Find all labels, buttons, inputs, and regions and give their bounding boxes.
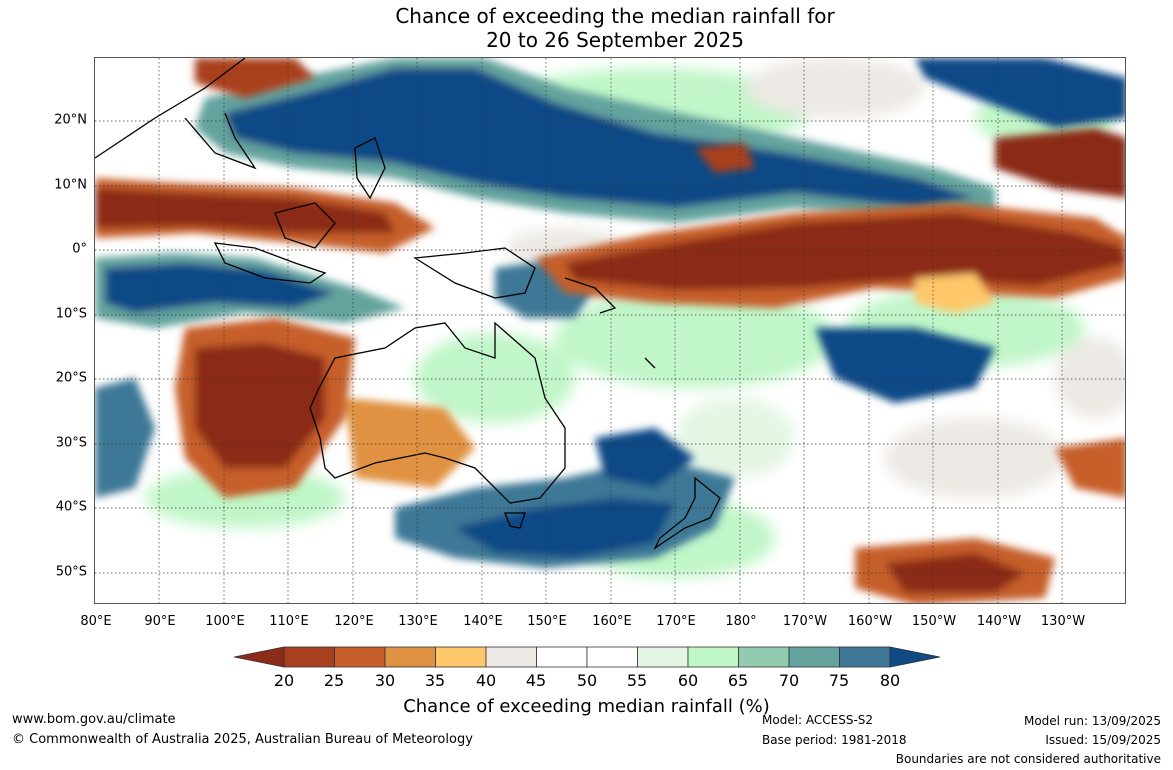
- colorbar-tick-45: 45: [525, 671, 547, 690]
- colorbar-tick-70: 70: [778, 671, 800, 690]
- colorbar-segment: [435, 646, 487, 668]
- lon-label-170e: 170°E: [656, 614, 696, 629]
- lon-label-120e: 120°E: [334, 614, 374, 629]
- colorbar-segment: [586, 646, 638, 668]
- lon-label-130e: 130°E: [398, 614, 438, 629]
- lon-label-170w: 170°W: [782, 614, 828, 629]
- new-guinea-coast: [413, 247, 536, 299]
- rainfall-map: [94, 57, 1126, 604]
- lat-label-20n: 20°N: [54, 112, 87, 128]
- lon-label-160w: 160°W: [847, 614, 893, 629]
- colorbar-segment: [384, 646, 436, 668]
- coastlines: [95, 58, 721, 550]
- colorbar-tick-60: 60: [677, 671, 699, 690]
- lat-label-10s: 10°S: [55, 306, 87, 322]
- colorbar-segment: [788, 646, 840, 668]
- lon-label-140e: 140°E: [463, 614, 503, 629]
- australia-coast: [309, 321, 566, 504]
- colorbar-tick-65: 65: [727, 671, 749, 690]
- colorbar-segment: [687, 646, 739, 668]
- issued-text: Issued: 15/09/2025: [1045, 733, 1161, 747]
- lon-label-160e: 160°E: [592, 614, 632, 629]
- dry-anomaly-layer: [95, 58, 1125, 603]
- lon-label-180: 180°: [725, 614, 757, 629]
- copyright-text: © Commonwealth of Australia 2025, Austra…: [12, 732, 473, 747]
- rainfall-map-svg: [95, 58, 1125, 603]
- asia-mainland-coast: [95, 58, 246, 159]
- indochina-coast: [184, 112, 257, 170]
- lon-label-150e: 150°E: [527, 614, 567, 629]
- lat-label-0: 0°: [72, 241, 87, 257]
- colorbar-tick-50: 50: [576, 671, 598, 690]
- colorbar-tick-35: 35: [424, 671, 446, 690]
- colorbar-segment: [283, 646, 335, 668]
- lat-label-50s: 50°S: [55, 564, 87, 580]
- colorbar-segment: [637, 646, 689, 668]
- title-line-2: 20 to 26 September 2025: [486, 28, 744, 52]
- colorbar-segments: [283, 646, 891, 668]
- lon-label-80e: 80°E: [80, 614, 112, 629]
- lon-label-130w: 130°W: [1040, 614, 1086, 629]
- lat-label-40s: 40°S: [55, 499, 87, 515]
- tasmania-coast: [504, 512, 526, 529]
- colorbar-tick-30: 30: [374, 671, 396, 690]
- colorbar-segment: [485, 646, 537, 668]
- title-line-1: Chance of exceeding the median rainfall …: [395, 4, 835, 28]
- map-title: Chance of exceeding the median rainfall …: [0, 4, 1173, 52]
- philippines-coast: [354, 137, 386, 200]
- colorbar-label: Chance of exceeding median rainfall (%): [403, 696, 770, 717]
- lon-label-110e: 110°E: [269, 614, 309, 629]
- website-link[interactable]: www.bom.gov.au/climate: [12, 712, 176, 727]
- colorbar-segment: [334, 646, 386, 668]
- colorbar-segment: [738, 646, 790, 668]
- lon-label-140w: 140°W: [976, 614, 1022, 629]
- lat-label-30s: 30°S: [55, 435, 87, 451]
- colorbar-tick-25: 25: [323, 671, 345, 690]
- base-period-text: Base period: 1981-2018: [762, 733, 907, 747]
- colorbar-segment: [536, 646, 588, 668]
- colorbar-min-arrow: [234, 646, 285, 668]
- new-zealand-coast: [653, 476, 721, 550]
- new-caledonia-coast: [644, 357, 656, 369]
- lon-label-90e: 90°E: [144, 614, 176, 629]
- wet-anomaly-layer: [95, 58, 1125, 568]
- colorbar-tick-40: 40: [475, 671, 497, 690]
- colorbar-tick-80: 80: [879, 671, 901, 690]
- lon-label-150w: 150°W: [911, 614, 957, 629]
- colorbar-max-arrow: [889, 646, 940, 668]
- graticule: [95, 58, 1125, 603]
- borneo-coast: [274, 202, 336, 249]
- lon-label-100e: 100°E: [205, 614, 245, 629]
- colorbar: [234, 646, 940, 668]
- lat-label-10n: 10°N: [54, 177, 87, 193]
- model-run-text: Model run: 13/09/2025: [1023, 714, 1161, 728]
- disclaimer-text: Boundaries are not considered authoritat…: [895, 752, 1161, 766]
- colorbar-tick-20: 20: [273, 671, 295, 690]
- colorbar-segment: [839, 646, 891, 668]
- colorbar-tick-55: 55: [626, 671, 648, 690]
- sumatra-java-coast: [213, 242, 327, 284]
- lat-label-20s: 20°S: [55, 370, 87, 386]
- model-text: Model: ACCESS-S2: [762, 713, 874, 727]
- solomon-islands-coast: [564, 277, 617, 314]
- colorbar-tick-75: 75: [828, 671, 850, 690]
